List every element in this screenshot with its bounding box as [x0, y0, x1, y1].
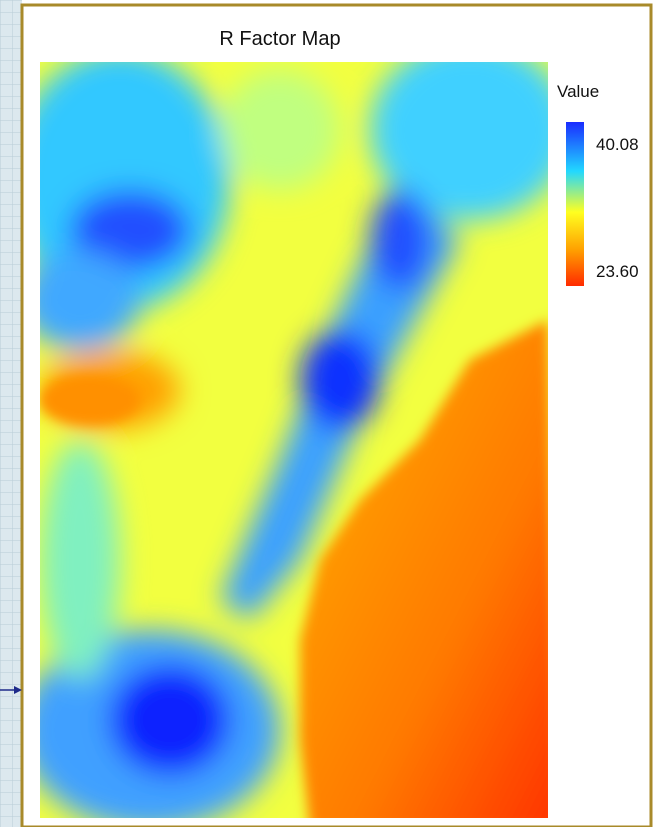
arrow	[0, 686, 22, 694]
legend-max-label: 40.08	[596, 135, 639, 154]
legend-colorbar	[566, 122, 584, 286]
slide-background	[0, 0, 22, 827]
raster-map	[40, 62, 548, 818]
map-title: R Factor Map	[219, 28, 340, 50]
legend-min-label: 23.60	[596, 262, 639, 281]
legend-title: Value	[557, 82, 599, 101]
